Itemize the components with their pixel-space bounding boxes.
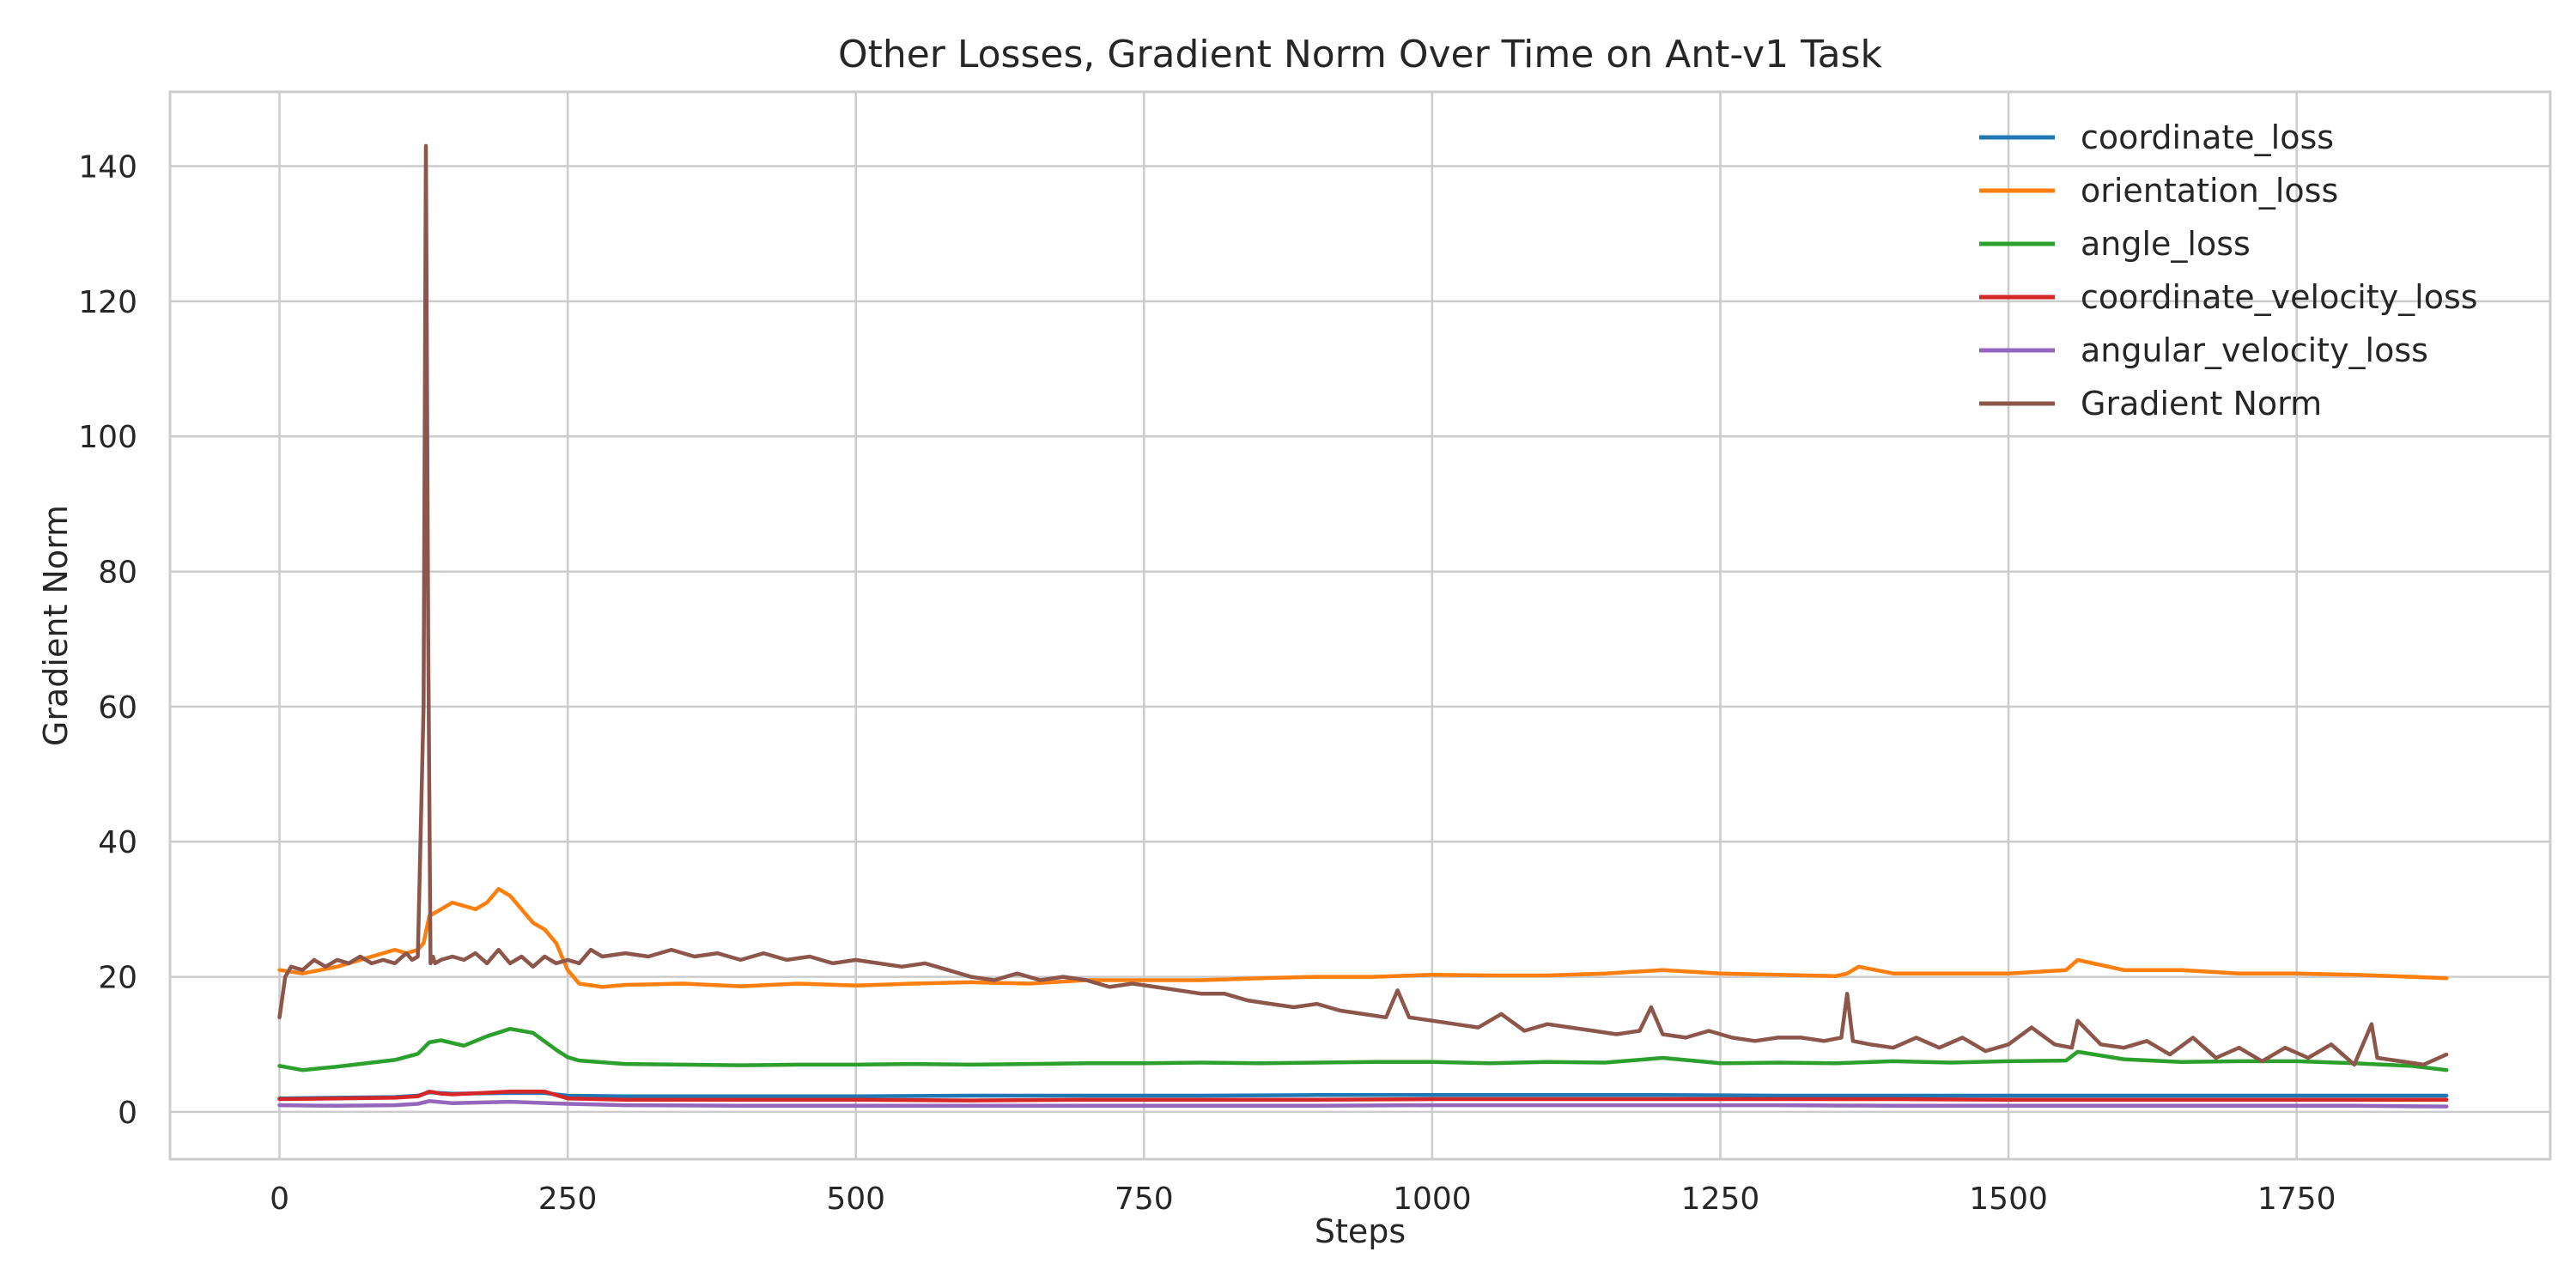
y-tick-label: 80 <box>98 556 137 591</box>
x-axis-label: Steps <box>1315 1212 1406 1250</box>
series-line-3 <box>277 1090 2449 1103</box>
x-tick-label: 0 <box>270 1182 289 1217</box>
series-line-2 <box>277 1026 2449 1072</box>
x-tick-label: 750 <box>1115 1182 1174 1217</box>
x-tick-label: 1250 <box>1681 1182 1760 1217</box>
y-axis-ticks: 0 20 40 60 80 100 120 140 <box>78 150 137 1131</box>
chart-title: Other Losses, Gradient Norm Over Time on… <box>838 33 1883 76</box>
legend-label: angular_velocity_loss <box>2081 331 2428 369</box>
y-tick-label: 40 <box>98 825 137 860</box>
x-tick-label: 500 <box>826 1182 885 1217</box>
legend-label: coordinate_velocity_loss <box>2081 278 2478 316</box>
x-tick-label: 1750 <box>2257 1182 2336 1217</box>
x-tick-label: 1500 <box>1969 1182 2048 1217</box>
y-tick-label: 60 <box>98 690 137 726</box>
series-line-5 <box>277 143 2449 1067</box>
y-axis-label: Gradient Norm <box>37 505 75 746</box>
plot-frame <box>168 90 2552 1161</box>
series-line-4 <box>277 1099 2449 1109</box>
x-axis-ticks: 0 250 500 750 1000 1250 1500 1750 <box>270 1182 2336 1217</box>
legend-label: Gradient Norm <box>2081 385 2322 422</box>
x-tick-label: 250 <box>538 1182 598 1217</box>
y-tick-label: 0 <box>118 1096 137 1131</box>
legend-label: angle_loss <box>2081 225 2251 263</box>
y-tick-label: 140 <box>78 150 137 185</box>
x-tick-label: 1000 <box>1393 1182 1472 1217</box>
series-lines <box>277 143 2449 1109</box>
legend-label: orientation_loss <box>2081 172 2338 210</box>
legend-label: coordinate_loss <box>2081 118 2334 156</box>
y-tick-label: 100 <box>78 420 137 455</box>
series-line-1 <box>277 887 2449 989</box>
y-tick-label: 120 <box>78 285 137 320</box>
legend: coordinate_loss orientation_loss angle_los… <box>1979 118 2478 422</box>
y-tick-label: 20 <box>98 961 137 996</box>
